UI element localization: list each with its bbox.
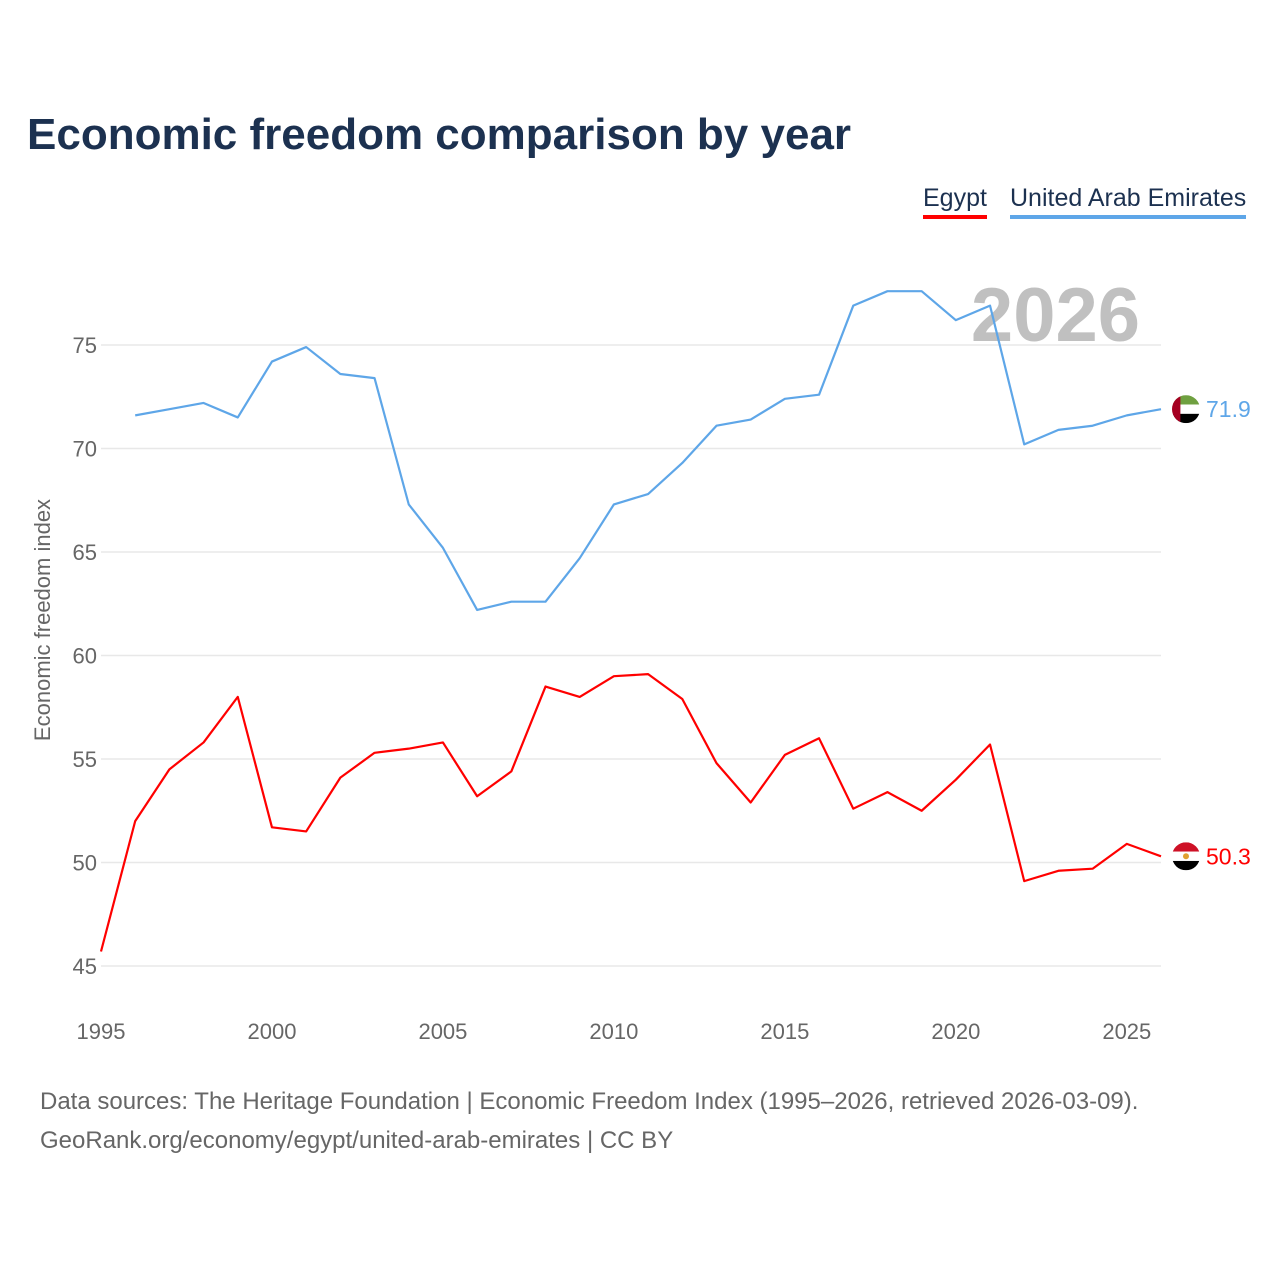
flag-emblem — [1183, 853, 1189, 860]
y-tick-label: 65 — [73, 540, 97, 565]
y-tick-label: 55 — [73, 747, 97, 772]
x-tick-label: 2005 — [418, 1019, 467, 1044]
flag-body — [1172, 842, 1200, 871]
x-tick-label: 2025 — [1102, 1019, 1151, 1044]
legend-uae[interactable]: United Arab Emirates — [1010, 184, 1247, 219]
flag-body — [1172, 395, 1200, 424]
flag-stripe — [1172, 404, 1200, 414]
x-tick-label: 1995 — [77, 1019, 126, 1044]
uae-flag-icon — [1172, 395, 1200, 424]
y-tick-label: 45 — [73, 954, 97, 979]
x-tick-label: 2000 — [247, 1019, 296, 1044]
y-tick-label: 60 — [73, 644, 97, 669]
x-tick-label: 2010 — [589, 1019, 638, 1044]
x-tick-label: 2020 — [931, 1019, 980, 1044]
flag-stripe — [1172, 413, 1200, 424]
y-axis-label: Economic freedom index — [30, 499, 55, 741]
source-note: Data sources: The Heritage Foundation | … — [40, 1088, 1139, 1115]
flag-stripe — [1172, 860, 1200, 871]
flag-stripe — [1172, 395, 1181, 424]
end-value-label: 71.9 — [1206, 396, 1251, 422]
legend-egypt[interactable]: Egypt — [923, 184, 987, 219]
flag-stripe — [1172, 842, 1200, 852]
y-tick-label: 70 — [73, 437, 97, 462]
year-watermark: 2026 — [971, 273, 1140, 358]
y-tick-label: 75 — [73, 333, 97, 358]
flag-stripe — [1172, 395, 1200, 405]
series-line-egypt — [99, 673, 1162, 952]
end-value-label: 50.3 — [1206, 843, 1251, 869]
chart-title: Economic freedom comparison by year — [27, 110, 852, 159]
x-tick-label: 2015 — [760, 1019, 809, 1044]
attribution-link[interactable]: GeoRank.org/economy/egypt/united-arab-em… — [40, 1127, 674, 1154]
egypt-flag-icon — [1172, 842, 1200, 871]
y-tick-label: 50 — [73, 851, 97, 876]
